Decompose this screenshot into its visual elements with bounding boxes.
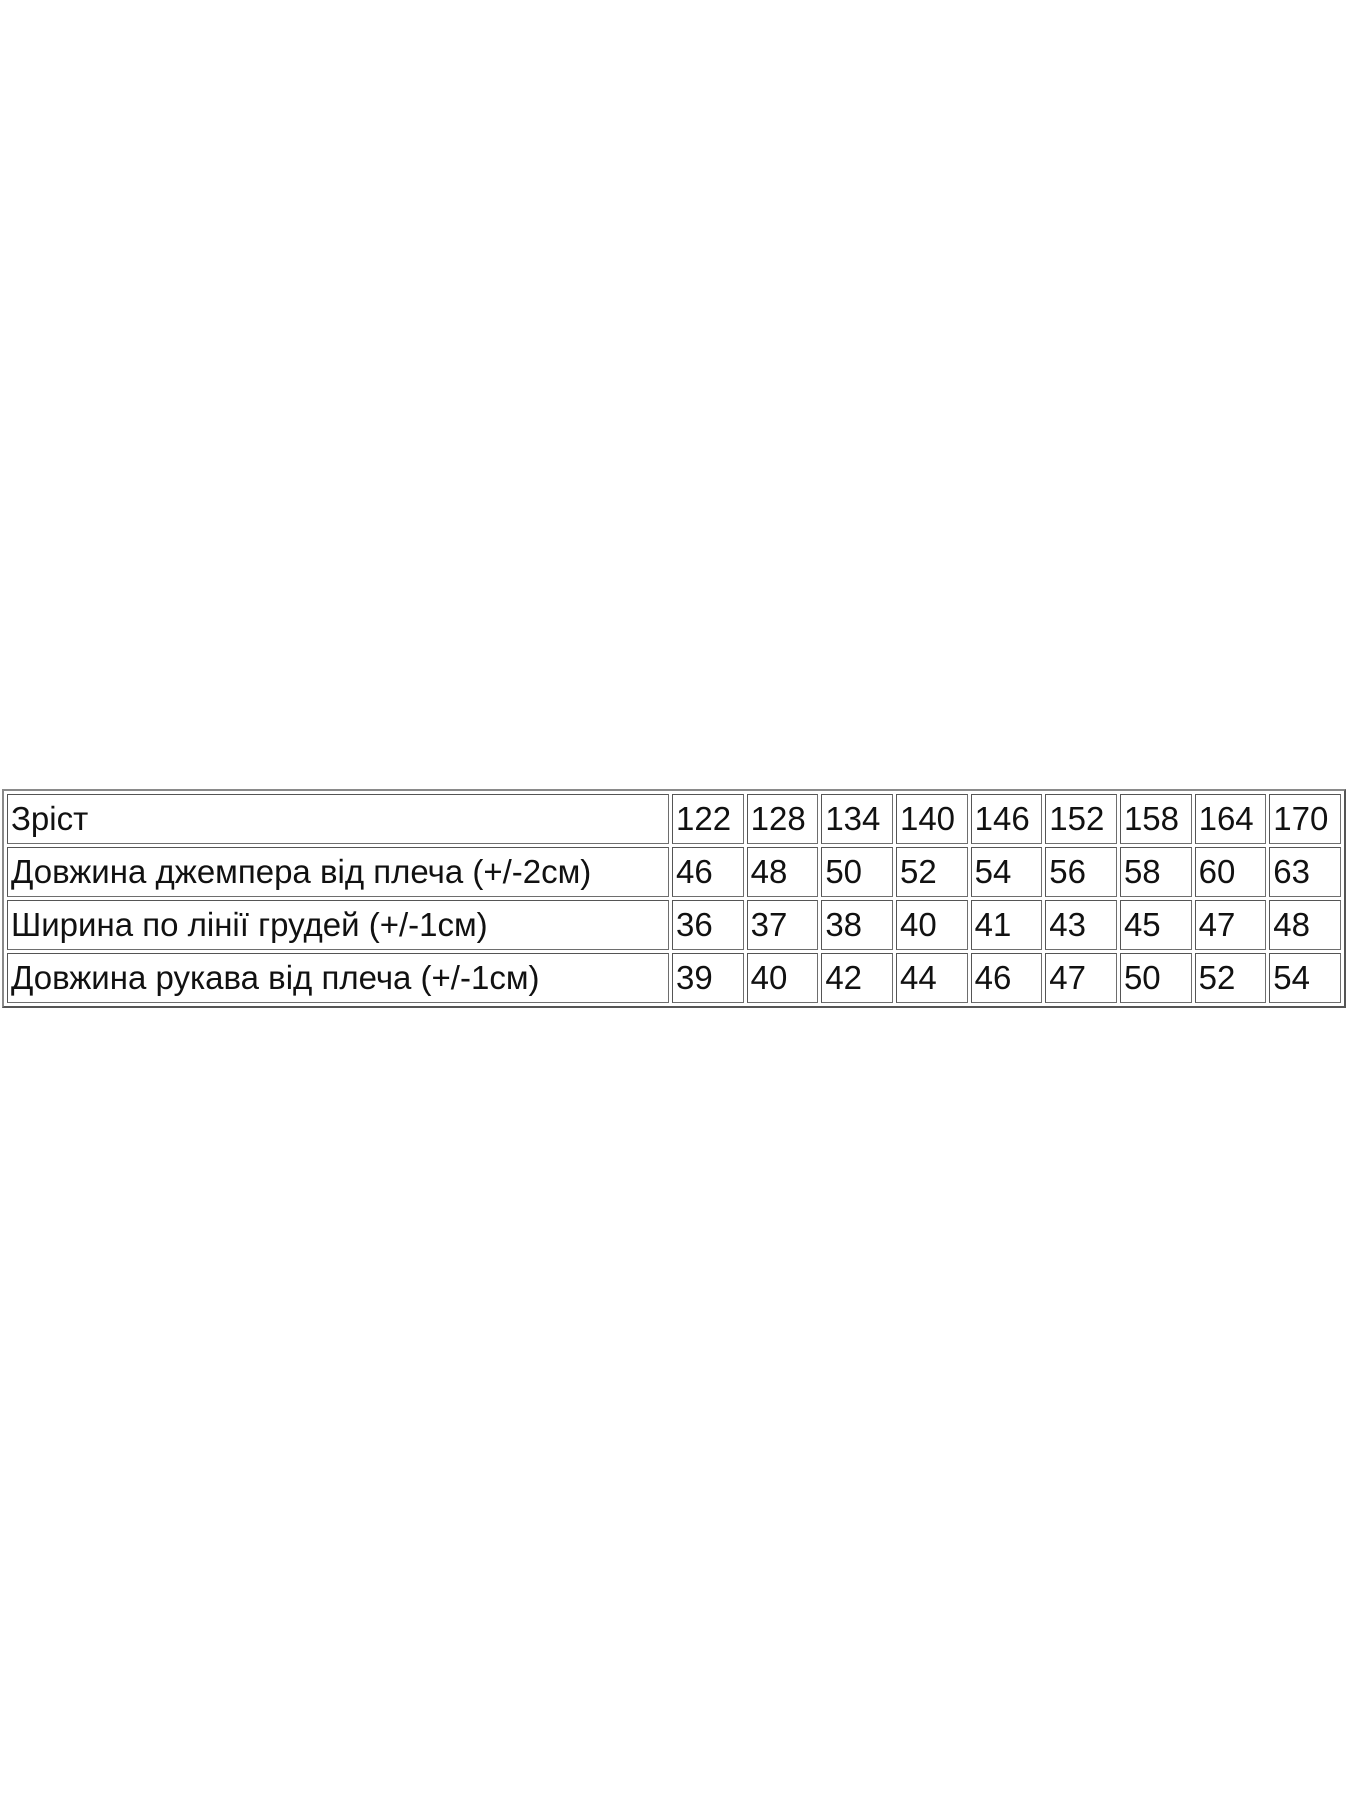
size-value: 140 bbox=[895, 794, 968, 844]
size-value: 39 bbox=[672, 953, 744, 1003]
size-value: 46 bbox=[970, 953, 1043, 1003]
size-value: 48 bbox=[746, 847, 819, 897]
size-value: 48 bbox=[1269, 900, 1341, 950]
table-row: Ширина по лінії грудей (+/-1см) 36 37 38 40 4… bbox=[7, 900, 1341, 950]
size-value: 54 bbox=[970, 847, 1043, 897]
size-value: 152 bbox=[1045, 794, 1117, 844]
size-value: 128 bbox=[746, 794, 819, 844]
size-value: 58 bbox=[1119, 847, 1192, 897]
size-value: 164 bbox=[1194, 794, 1267, 844]
table-row: Довжина рукава від плеча (+/-1см) 39 40 42 4… bbox=[7, 953, 1341, 1003]
size-value: 60 bbox=[1194, 847, 1267, 897]
size-table: Зріст 122 128 134 140 146 152 158 164 170 Довжина … bbox=[2, 789, 1346, 1008]
size-value: 42 bbox=[821, 953, 893, 1003]
size-value: 47 bbox=[1045, 953, 1117, 1003]
size-value: 56 bbox=[1045, 847, 1117, 897]
size-value: 44 bbox=[895, 953, 968, 1003]
size-value: 36 bbox=[672, 900, 744, 950]
size-value: 40 bbox=[895, 900, 968, 950]
row-label: Ширина по лінії грудей (+/-1см) bbox=[7, 900, 669, 950]
size-value: 38 bbox=[821, 900, 893, 950]
size-value: 46 bbox=[672, 847, 744, 897]
size-value: 52 bbox=[895, 847, 968, 897]
size-value: 43 bbox=[1045, 900, 1117, 950]
size-value: 134 bbox=[821, 794, 893, 844]
size-value: 41 bbox=[970, 900, 1043, 950]
row-label: Довжина рукава від плеча (+/-1см) bbox=[7, 953, 669, 1003]
row-label: Зріст bbox=[7, 794, 669, 844]
size-value: 63 bbox=[1269, 847, 1341, 897]
size-value: 54 bbox=[1269, 953, 1341, 1003]
size-value: 158 bbox=[1119, 794, 1192, 844]
size-value: 37 bbox=[746, 900, 819, 950]
table-row: Довжина джемпера від плеча (+/-2см) 46 48 5… bbox=[7, 847, 1341, 897]
table-body: Зріст 122 128 134 140 146 152 158 164 170 Довжина … bbox=[7, 794, 1341, 1003]
size-value: 40 bbox=[746, 953, 819, 1003]
size-value: 170 bbox=[1269, 794, 1341, 844]
size-value: 47 bbox=[1194, 900, 1267, 950]
size-value: 50 bbox=[1119, 953, 1192, 1003]
row-label: Довжина джемпера від плеча (+/-2см) bbox=[7, 847, 669, 897]
size-value: 146 bbox=[970, 794, 1043, 844]
table-row: Зріст 122 128 134 140 146 152 158 164 170 bbox=[7, 794, 1341, 844]
size-value: 52 bbox=[1194, 953, 1267, 1003]
size-value: 122 bbox=[672, 794, 744, 844]
size-value: 50 bbox=[821, 847, 893, 897]
size-value: 45 bbox=[1119, 900, 1192, 950]
